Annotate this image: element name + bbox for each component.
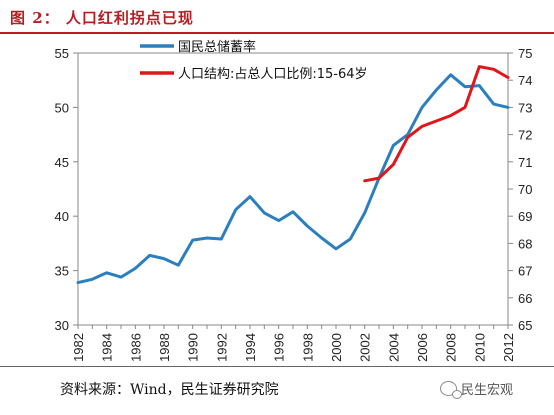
x-tick-label: 1982 bbox=[71, 333, 86, 362]
x-tick-label: 2010 bbox=[472, 333, 487, 362]
source-note: 资料来源：Wind，民生证券研究院 bbox=[60, 382, 279, 398]
left-axis-ticks: 30 35 40 45 50 55 bbox=[55, 46, 78, 333]
x-tick-label: 2004 bbox=[386, 333, 401, 362]
right-tick-label: 70 bbox=[518, 182, 532, 197]
series-lines bbox=[76, 65, 510, 285]
right-tick-label: 72 bbox=[518, 128, 532, 143]
x-axis-ticks: 1982 1984 1986 1988 1990 1992 1994 1996 1998 2000… bbox=[71, 325, 516, 362]
right-tick-label: 71 bbox=[518, 155, 532, 170]
legend-label-2: 人口结构:占总人口比例:15-64岁 bbox=[178, 67, 368, 82]
x-tick-label: 1994 bbox=[243, 333, 258, 362]
watermark-text: 民生宏观 bbox=[461, 383, 514, 398]
right-tick-label: 74 bbox=[518, 73, 532, 88]
line-chart: 30 35 40 45 50 55 65 66 67 68 69 70 71 72 73 74 75 1982… bbox=[55, 39, 533, 362]
right-tick-label: 75 bbox=[518, 46, 532, 61]
right-tick-label: 65 bbox=[518, 318, 532, 333]
left-tick-label: 55 bbox=[55, 46, 69, 61]
x-tick-label: 2012 bbox=[501, 333, 516, 362]
x-tick-label: 1990 bbox=[186, 333, 201, 362]
right-tick-label: 67 bbox=[518, 264, 532, 279]
right-tick-label: 66 bbox=[518, 291, 532, 306]
right-tick-label: 69 bbox=[518, 209, 532, 224]
x-tick-label: 1984 bbox=[100, 333, 115, 362]
right-tick-label: 73 bbox=[518, 100, 532, 115]
x-tick-label: 2000 bbox=[329, 333, 344, 362]
chat-bubbles-icon bbox=[440, 381, 462, 399]
watermark: 民生宏观 bbox=[440, 379, 514, 399]
series-line-1 bbox=[76, 73, 510, 285]
left-tick-label: 50 bbox=[55, 100, 69, 115]
chart-axes bbox=[77, 52, 509, 326]
figure-title: 图 2： 人口红利拐点已现 bbox=[10, 9, 194, 27]
x-tick-label: 1986 bbox=[128, 333, 143, 362]
x-tick-label: 1988 bbox=[157, 333, 172, 362]
title-divider bbox=[0, 32, 554, 34]
plot-frame bbox=[77, 52, 509, 326]
x-tick-label: 1998 bbox=[300, 333, 315, 362]
series-line-2 bbox=[363, 65, 510, 183]
footer-divider bbox=[0, 366, 554, 367]
x-tick-label: 1992 bbox=[214, 333, 229, 362]
left-tick-label: 35 bbox=[55, 264, 69, 279]
right-tick-label: 68 bbox=[518, 236, 532, 251]
left-tick-label: 45 bbox=[55, 155, 69, 170]
x-tick-label: 2006 bbox=[415, 333, 430, 362]
right-axis-ticks: 65 66 67 68 69 70 71 72 73 74 75 bbox=[508, 46, 532, 333]
legend-label-1: 国民总储蓄率 bbox=[178, 39, 256, 55]
x-tick-label: 1996 bbox=[272, 333, 287, 362]
left-tick-label: 30 bbox=[55, 318, 69, 333]
left-tick-label: 40 bbox=[55, 209, 69, 224]
x-tick-label: 2008 bbox=[444, 333, 459, 362]
x-tick-label: 2002 bbox=[358, 333, 373, 362]
